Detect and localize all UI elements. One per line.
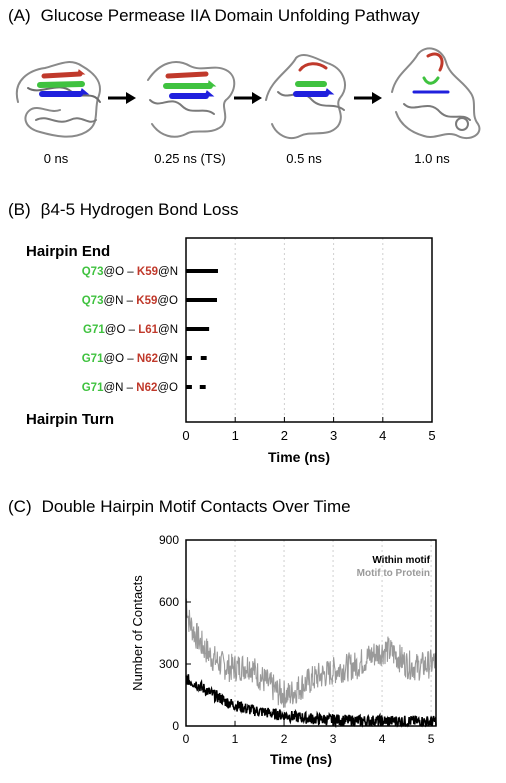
separator: – <box>123 295 136 307</box>
separator: – <box>123 382 136 394</box>
x-tick-label: 4 <box>379 428 386 443</box>
hairpin-end-label: Hairpin End <box>26 243 110 260</box>
residue-2: L61 <box>138 324 158 336</box>
panel-b-label: (B) <box>8 200 31 219</box>
residue-1: Q73 <box>82 266 104 278</box>
panel-c-heading: Double Hairpin Motif Contacts Over Time <box>41 497 351 516</box>
residue-1: G71 <box>83 324 105 336</box>
hbond-chart: 0 1 2 3 4 5 Time (ns) Hairpin End Hairpin Turn Q7… <box>26 237 436 465</box>
snapshot-time-label: 0.5 ns <box>286 151 322 166</box>
panel-c-label: (C) <box>8 497 32 516</box>
y-tick-label: 300 <box>159 657 179 671</box>
atom-1: @O <box>103 353 124 365</box>
snapshot-time-label: 0.25 ns (TS) <box>154 151 226 166</box>
x-tick-label: 0 <box>183 732 190 746</box>
y-tick-label: 600 <box>159 595 179 609</box>
panel-c-title: (C) Double Hairpin Motif Contacts Over Ti… <box>8 497 351 517</box>
snapshot-time-label: 1.0 ns <box>414 151 450 166</box>
snapshot-time-label: 0 ns <box>43 151 69 166</box>
within-motif-line <box>185 674 437 729</box>
protein-snapshot-0.25ns <box>147 61 236 138</box>
residue-1: G71 <box>82 353 104 365</box>
hairpin-turn-label: Hairpin Turn <box>26 411 114 428</box>
y-axis-label: Number of Contacts <box>130 575 145 691</box>
hbond-pair-label: G71@O – L61@N <box>83 324 178 336</box>
legend-motif-to-protein: Motif to Protein <box>357 568 430 579</box>
arrow-right-icon <box>354 92 382 104</box>
protein-snapshot-0.5ns <box>265 54 346 140</box>
y-tick-label: 900 <box>159 533 179 547</box>
hbond-pair-label: G71@O – N62@N <box>82 353 178 365</box>
hbond-pair-label: Q73@O – K59@N <box>82 266 178 278</box>
x-tick-label: 5 <box>428 428 435 443</box>
residue-2: N62 <box>137 353 158 365</box>
x-tick-label: 2 <box>281 732 288 746</box>
x-tick-label: 4 <box>379 732 386 746</box>
atom-2: @O <box>157 382 178 394</box>
residue-2: K59 <box>136 295 157 307</box>
separator: – <box>124 353 137 365</box>
x-tick-label: 5 <box>428 732 435 746</box>
arrow-right-icon <box>234 92 262 104</box>
residue-2: K59 <box>137 266 158 278</box>
x-tick-label: 3 <box>330 428 337 443</box>
legend-within-motif: Within motif <box>372 555 430 566</box>
hbond-pair-label: Q73@N – K59@O <box>82 295 178 307</box>
motif-to-protein-line <box>185 597 437 708</box>
plot-frame <box>185 539 437 727</box>
panel-b-title: (B) β4-5 Hydrogen Bond Loss <box>8 200 239 220</box>
hbond-pair-label: G71@N – N62@O <box>82 382 178 394</box>
x-axis-label: Time (ns) <box>270 751 332 767</box>
residue-2: N62 <box>136 382 157 394</box>
protein-snapshot-0ns <box>15 61 101 138</box>
atom-2: @N <box>158 353 178 365</box>
separator: – <box>124 266 137 278</box>
separator: – <box>125 324 138 336</box>
plot-frame <box>185 237 433 423</box>
arrow-right-icon <box>108 92 136 104</box>
x-tick-label: 1 <box>232 732 239 746</box>
atom-2: @N <box>158 324 178 336</box>
panel-a-heading: Glucose Permease IIA Domain Unfolding Pa… <box>40 6 420 25</box>
x-tick-label: 3 <box>330 732 337 746</box>
panel-a-title: (A) Glucose Permease IIA Domain Unfolding… <box>8 6 420 26</box>
x-tick-label: 1 <box>232 428 239 443</box>
x-tick-label: 0 <box>182 428 189 443</box>
protein-snapshot-1.0ns <box>391 47 481 140</box>
atom-1: @O <box>105 324 126 336</box>
atom-1: @N <box>103 295 123 307</box>
residue-1: Q73 <box>82 295 104 307</box>
contacts-chart: 0 1 2 3 4 5 0 300 600 900 Time (ns) Number of Conta… <box>130 533 437 767</box>
x-axis-label: Time (ns) <box>268 449 330 465</box>
atom-2: @O <box>157 295 178 307</box>
panel-a-label: (A) <box>8 6 31 25</box>
panel-b-heading: β4-5 Hydrogen Bond Loss <box>40 200 239 219</box>
x-tick-label: 2 <box>281 428 288 443</box>
y-tick-label: 0 <box>172 719 179 733</box>
residue-1: G71 <box>82 382 104 394</box>
atom-1: @N <box>103 382 123 394</box>
protein-snapshots <box>15 47 481 140</box>
atom-2: @N <box>158 266 178 278</box>
atom-1: @O <box>103 266 124 278</box>
